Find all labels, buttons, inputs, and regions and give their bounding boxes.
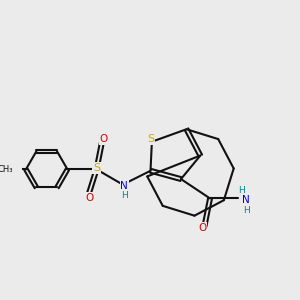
Text: H: H <box>238 186 245 195</box>
Text: N: N <box>120 181 128 191</box>
Text: O: O <box>85 193 94 203</box>
Text: H: H <box>243 206 249 214</box>
Text: O: O <box>99 134 108 145</box>
Text: H: H <box>121 191 128 200</box>
Text: O: O <box>198 223 206 232</box>
Text: CH₃: CH₃ <box>0 165 14 174</box>
Text: N: N <box>242 195 250 205</box>
Text: S: S <box>93 163 100 173</box>
Text: S: S <box>147 134 154 144</box>
